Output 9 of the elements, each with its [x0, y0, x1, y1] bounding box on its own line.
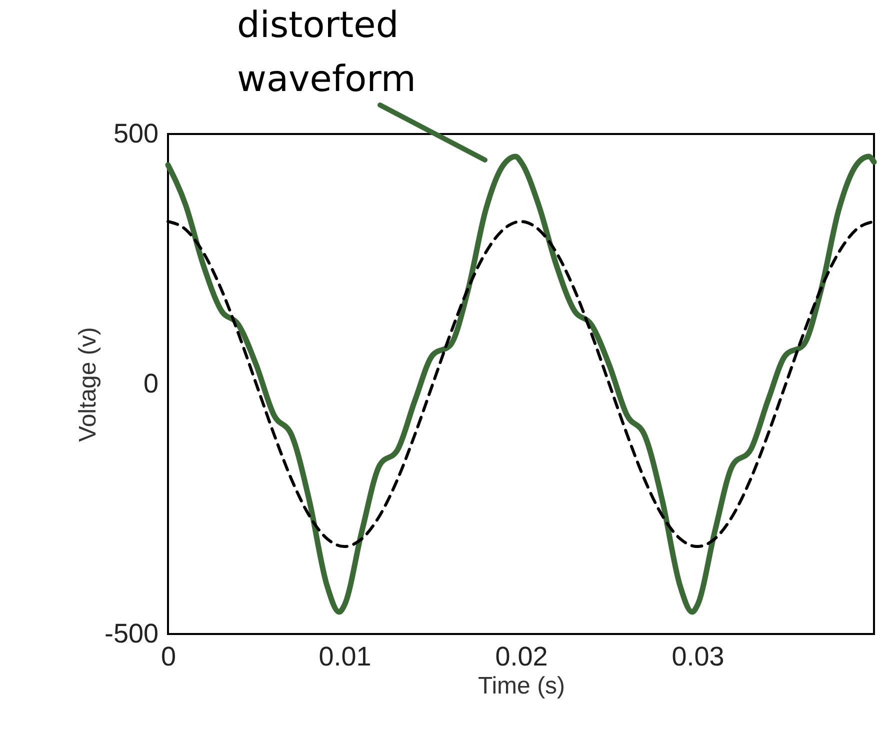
- y-tick-label: 500: [113, 118, 158, 148]
- x-tick-label: 0.02: [495, 642, 548, 672]
- y-axis-title: Voltage (v): [74, 327, 102, 442]
- y-tick-label: 0: [143, 368, 158, 398]
- text: distorted waveform: [237, 5, 416, 100]
- x-axis-title: Time (s): [478, 672, 566, 700]
- x-tick-label: 0.03: [672, 642, 724, 672]
- y-tick-label: -500: [104, 618, 158, 648]
- x-tick-label: 0.01: [318, 642, 372, 672]
